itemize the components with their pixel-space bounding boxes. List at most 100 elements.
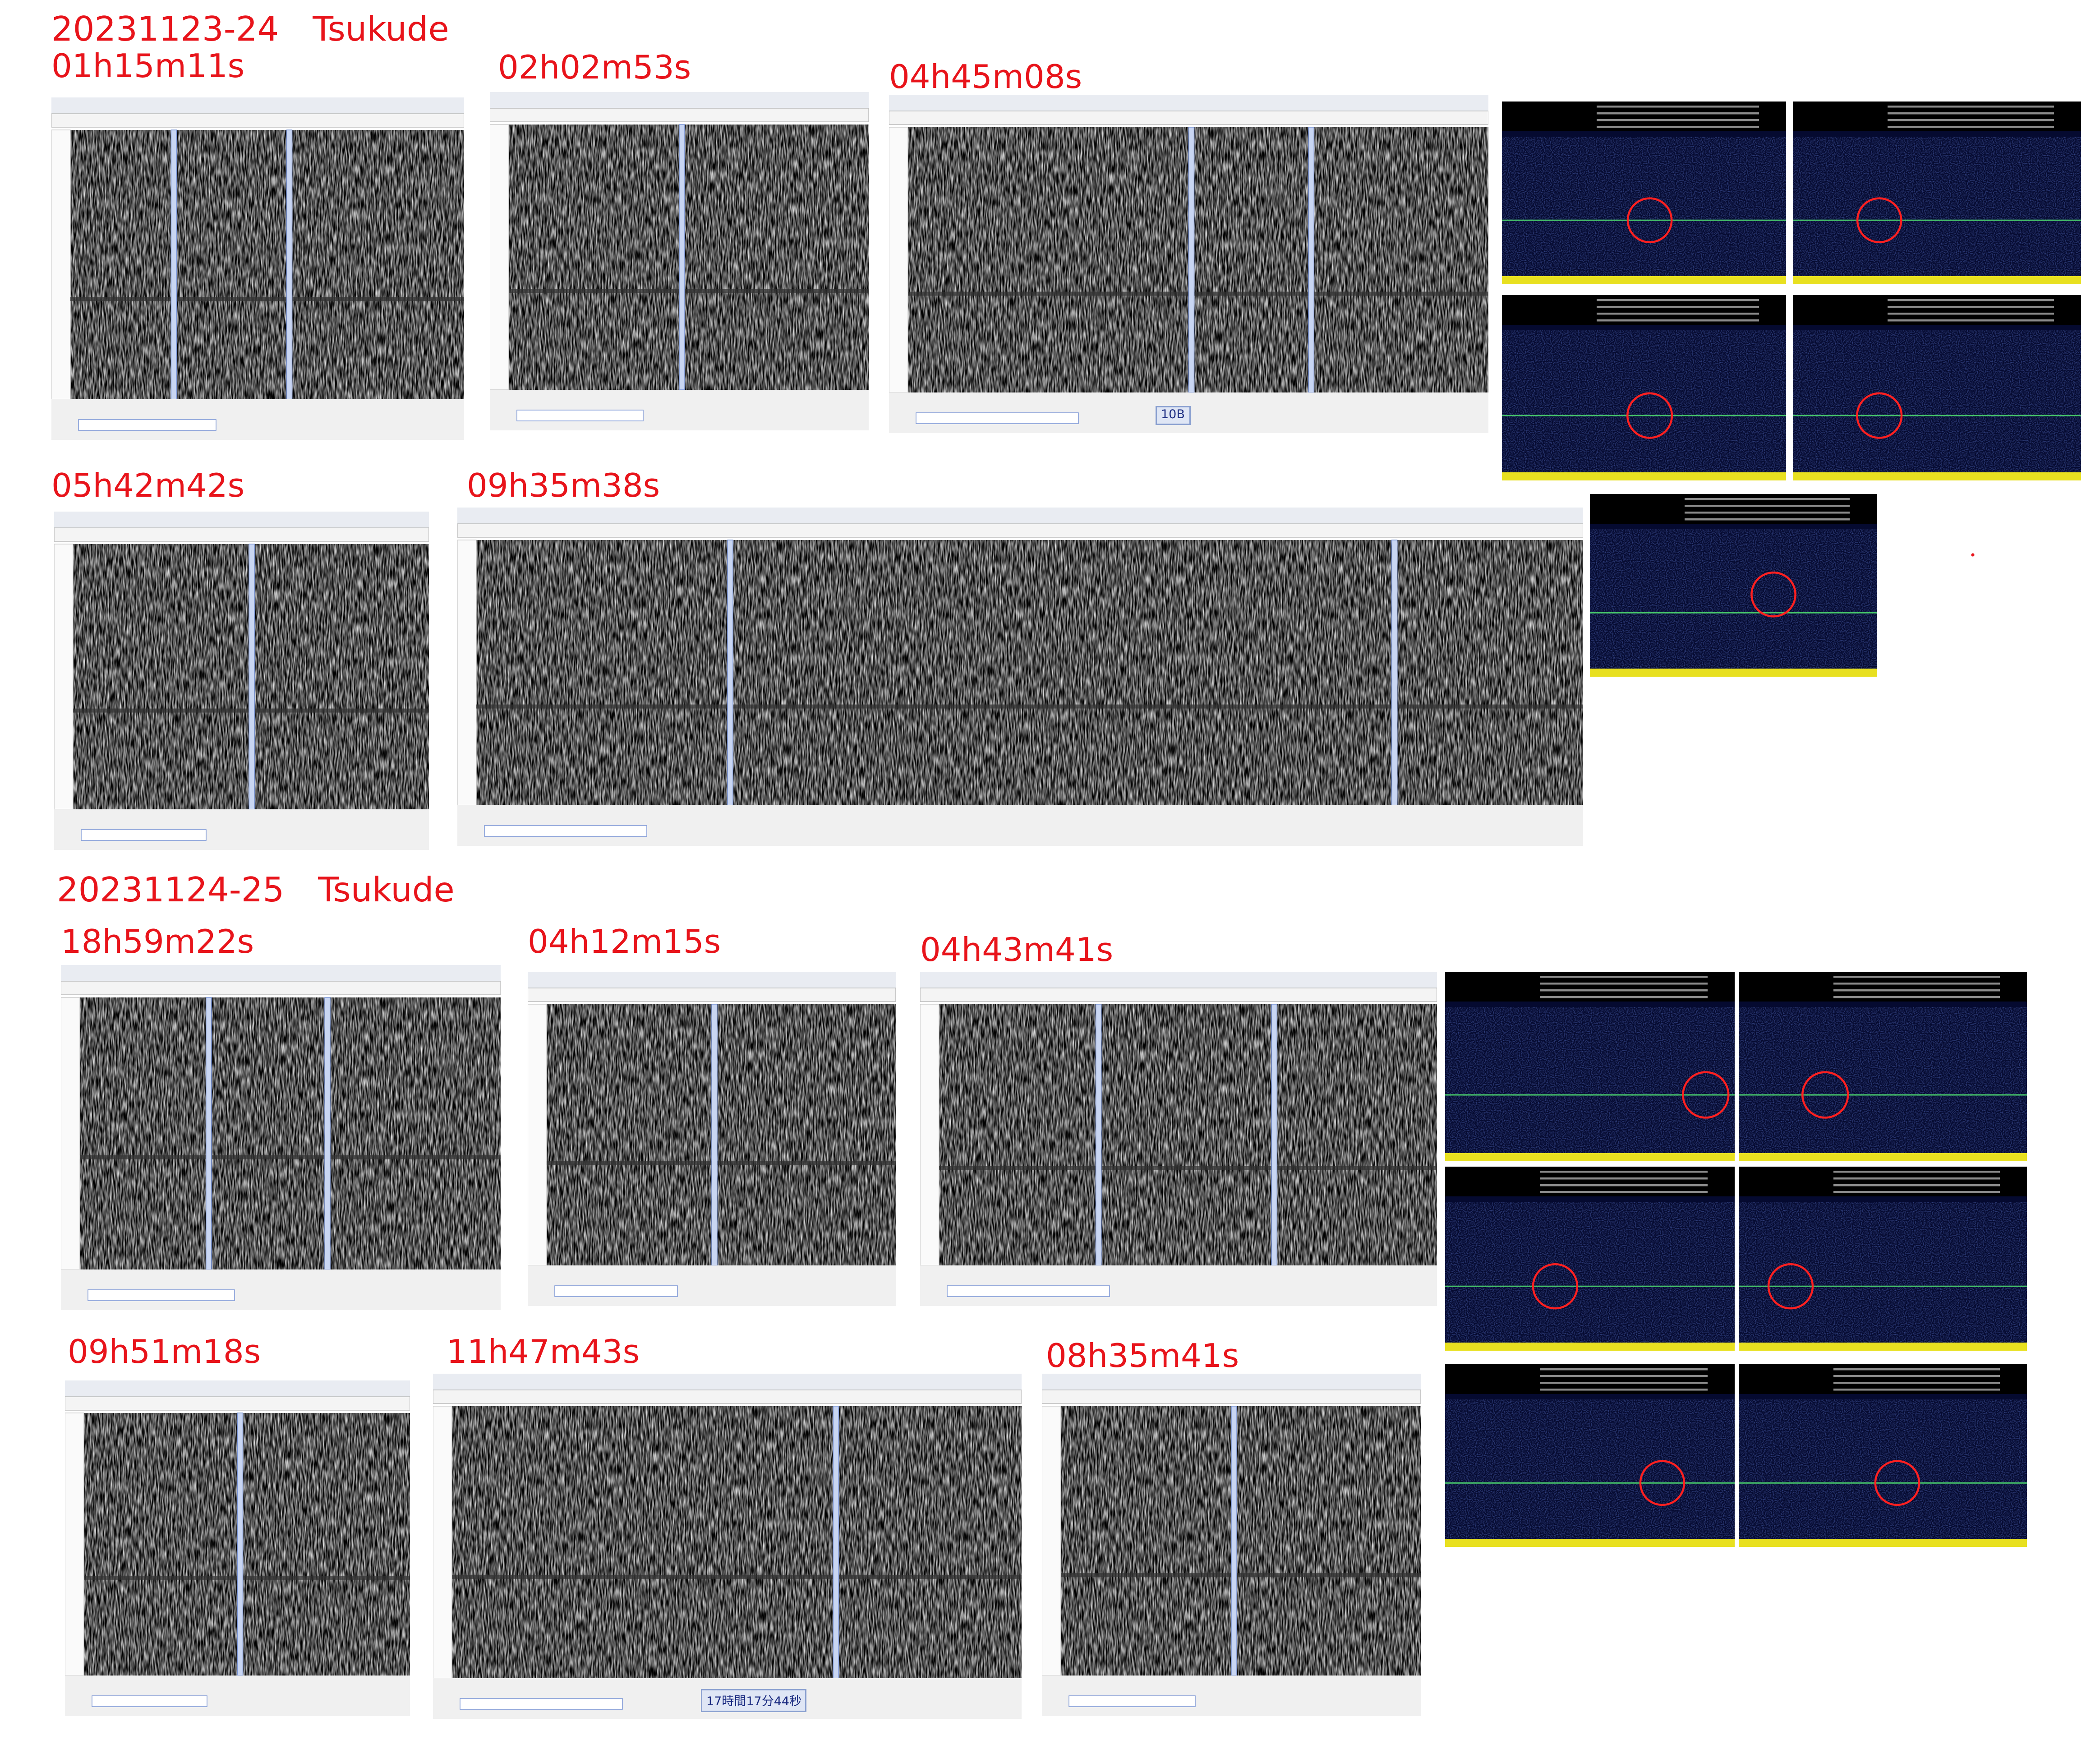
- spectrogram-noise: [70, 130, 464, 399]
- time-field: [484, 825, 647, 837]
- signal-band: [939, 1166, 1437, 1170]
- signal-band: [509, 289, 869, 293]
- ruler: [920, 988, 1437, 1002]
- header-line: [1685, 512, 1850, 514]
- track-separator: [324, 997, 331, 1270]
- spectrum-strip: [1502, 472, 1786, 480]
- screenshot: [1739, 1364, 2027, 1547]
- time-label: 05h42m42s: [51, 467, 245, 505]
- radar-noise: [1739, 1007, 2027, 1161]
- signal-band: [1061, 1573, 1421, 1578]
- screenshot: [433, 1374, 1022, 1719]
- time-field: [81, 829, 207, 841]
- time-label: 08h35m41s: [1046, 1337, 1239, 1375]
- header-line: [1540, 1171, 1708, 1173]
- header-line: [1833, 989, 2000, 992]
- toolbar: [490, 92, 869, 108]
- radar-noise: [1445, 1007, 1735, 1161]
- highlight-circle: [1874, 1460, 1920, 1506]
- spectrogram-noise: [452, 1406, 1022, 1678]
- track-separator: [1188, 127, 1195, 393]
- header-line: [1597, 119, 1759, 121]
- radar-noise: [1739, 1202, 2027, 1351]
- toolbar: [528, 972, 896, 988]
- toolbar: [51, 97, 464, 114]
- header-line: [1833, 1382, 2000, 1384]
- ruler: [1042, 1389, 1421, 1404]
- radar-noise: [1793, 330, 2081, 480]
- track-separator: [249, 544, 255, 810]
- header-line: [1833, 1184, 2000, 1186]
- screenshot: [54, 512, 429, 850]
- spectrogram-noise: [84, 1413, 410, 1676]
- toolbar: [65, 1380, 410, 1397]
- signal-band: [80, 1155, 501, 1159]
- ruler: [457, 523, 1583, 538]
- header-line: [1888, 112, 2054, 115]
- header-line: [1540, 1184, 1708, 1186]
- header-line: [1597, 299, 1759, 301]
- screenshot: [1042, 1374, 1421, 1716]
- header-line: [1833, 1375, 2000, 1377]
- header-line: [1833, 1177, 2000, 1180]
- screenshot: [1739, 1167, 2027, 1351]
- time-field: [460, 1698, 623, 1710]
- header-line: [1540, 1177, 1708, 1180]
- time-field: [516, 410, 644, 421]
- axis-strip: [457, 540, 477, 806]
- screenshot: [1971, 553, 1975, 557]
- time-field: [78, 419, 216, 431]
- signal-band: [908, 291, 1488, 296]
- header-line: [1833, 1191, 2000, 1193]
- track-separator: [711, 1004, 718, 1266]
- section-title: 20231123-24 Tsukude: [51, 9, 449, 49]
- time-label: 09h35m38s: [467, 467, 660, 505]
- screenshot: [1445, 1167, 1735, 1351]
- screenshot: [528, 972, 896, 1306]
- spectrum-strip: [1739, 1153, 2027, 1161]
- spectrogram-noise: [80, 997, 501, 1269]
- signal-band: [547, 1161, 896, 1165]
- toolbar: [61, 965, 501, 981]
- spectrogram-noise: [908, 127, 1488, 392]
- header-line: [1540, 989, 1708, 992]
- signal-band: [452, 1574, 1022, 1579]
- radar-noise: [1793, 137, 2081, 284]
- time-label: 04h12m15s: [528, 923, 721, 961]
- screenshot: [920, 972, 1437, 1306]
- toolbar: [457, 508, 1583, 524]
- spectrum-strip: [1445, 1539, 1735, 1547]
- highlight-circle: [1626, 392, 1673, 439]
- header-line: [1833, 976, 2000, 978]
- header-line: [1597, 106, 1759, 108]
- ruler: [528, 988, 896, 1002]
- time-readout: 10B: [1156, 406, 1190, 425]
- screenshot: [1445, 1364, 1735, 1547]
- time-readout: 17時間17分44秒: [701, 1689, 807, 1712]
- radar-noise: [1590, 529, 1877, 677]
- radar-noise: [1445, 1202, 1735, 1351]
- track-separator: [206, 997, 212, 1270]
- highlight-circle: [1682, 1071, 1730, 1119]
- ruler: [433, 1389, 1022, 1404]
- track-separator: [1271, 1004, 1278, 1266]
- radar-noise: [1445, 1399, 1735, 1547]
- ruler: [51, 113, 464, 128]
- header-line: [1888, 119, 2054, 121]
- screenshot: [61, 965, 501, 1310]
- header-line: [1833, 996, 2000, 998]
- toolbar: [433, 1374, 1022, 1390]
- axis-strip: [51, 129, 71, 400]
- radar-noise: [1739, 1399, 2027, 1547]
- header-line: [1888, 126, 2054, 128]
- header-line: [1540, 1382, 1708, 1384]
- highlight-circle: [1639, 1460, 1686, 1506]
- spectrum-strip: [1793, 276, 2081, 284]
- signal-band: [70, 297, 464, 301]
- time-label: 02h02m53s: [498, 49, 691, 87]
- track-separator: [1391, 540, 1398, 806]
- screenshot: [490, 92, 869, 430]
- axis-strip: [490, 124, 509, 390]
- toolbar: [889, 95, 1488, 111]
- header-line: [1597, 112, 1759, 115]
